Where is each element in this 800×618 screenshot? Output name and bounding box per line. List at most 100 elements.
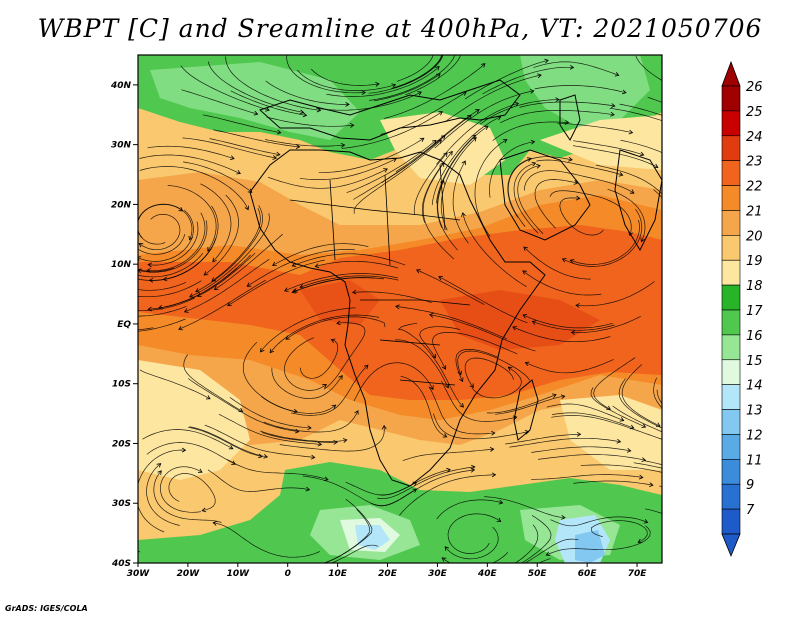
streamline-arrow (569, 259, 575, 264)
lat-tick-label: 40S (111, 559, 131, 569)
streamline-arrow (264, 567, 268, 571)
streamline (531, 474, 643, 480)
streamline-arrow (419, 137, 425, 142)
streamline (139, 166, 249, 210)
streamline-arrow (483, 125, 489, 130)
streamline-arrow (212, 521, 218, 526)
streamline (138, 305, 187, 317)
streamline-arrow (269, 348, 275, 354)
streamline-arrow (527, 157, 532, 162)
streamline (572, 145, 659, 168)
streamline (369, 55, 456, 101)
streamline (146, 442, 236, 465)
streamline-arrow (480, 63, 486, 68)
streamline (138, 204, 183, 245)
streamline (302, 475, 417, 506)
streamline (505, 433, 581, 445)
streamline (207, 469, 310, 492)
streamline (570, 220, 640, 265)
streamline (265, 80, 349, 105)
border-2 (329, 164, 471, 386)
streamline (531, 446, 631, 453)
lat-tick-label: EQ (117, 320, 131, 330)
streamline (373, 73, 441, 102)
streamline (590, 387, 646, 428)
streamline (259, 430, 347, 442)
streamline (263, 410, 359, 433)
streamline (524, 538, 579, 563)
streamline (368, 55, 444, 94)
streamline (422, 162, 455, 260)
streamline (284, 273, 398, 292)
streamline (546, 525, 651, 556)
streamline-arrow (491, 472, 497, 478)
streamline (436, 102, 519, 165)
streamline (323, 498, 373, 563)
streamline (607, 188, 646, 242)
streamline-arrow (471, 134, 477, 140)
streamline-arrow (694, 131, 698, 135)
colorbar-swatch (721, 110, 741, 137)
streamline (266, 116, 354, 127)
streamline (261, 432, 338, 443)
streamline (429, 314, 536, 352)
streamline (661, 62, 662, 64)
streamline-arrow (314, 263, 320, 268)
streamline-arrow (429, 385, 434, 391)
lon-tick-label: 70E (628, 569, 648, 579)
streamline (402, 448, 494, 461)
streamline-arrow (147, 262, 152, 268)
colorbar-under-triangle (721, 533, 741, 558)
streamline-arrow (522, 270, 527, 275)
streamline (593, 357, 636, 410)
streamline-arrow (213, 285, 219, 291)
colorbar-swatch (721, 434, 741, 460)
streamline-arrow (203, 271, 209, 276)
streamline-arrow (101, 253, 105, 257)
streamline-arrow (435, 65, 440, 71)
streamline (464, 357, 515, 388)
streamline (421, 151, 453, 223)
streamline (284, 337, 327, 391)
streamline-arrow (201, 507, 207, 513)
streamline-arrow (536, 163, 541, 169)
colorbar-label: 20 (746, 229, 763, 244)
streamline (573, 140, 644, 156)
streamline (444, 526, 499, 560)
streamline (492, 121, 569, 141)
streamline-arrow (560, 394, 566, 400)
streamline-arrow (561, 514, 566, 520)
streamline (619, 103, 662, 116)
streamline-arrow (716, 99, 720, 103)
streamline (462, 212, 527, 288)
streamline (267, 168, 388, 189)
streamline-arrow (530, 139, 536, 145)
streamline-arrow (138, 268, 142, 274)
streamline-arrow (293, 408, 299, 414)
streamline (653, 377, 662, 409)
streamline (202, 114, 281, 134)
streamline-arrow (395, 304, 400, 310)
streamline-arrow (412, 481, 418, 487)
streamline (647, 96, 662, 103)
colorbar-label: 21 (746, 204, 763, 219)
streamline-arrow (507, 366, 513, 371)
streamline-arrow (331, 404, 337, 409)
streamline (204, 424, 315, 458)
streamline-arrow (628, 231, 633, 237)
streamline (517, 165, 544, 234)
lon-tick-label: 30W (127, 569, 151, 579)
colorbar-swatch (721, 309, 741, 336)
streamline-arrow (247, 188, 253, 193)
streamline-arrow (568, 156, 573, 162)
colorbar-label: 22 (746, 180, 763, 195)
streamline-arrow (616, 438, 622, 444)
streamline (299, 158, 397, 180)
streamline (440, 137, 477, 231)
colorbar-label: 9 (746, 478, 754, 493)
streamline (533, 61, 619, 76)
streamline-arrow (496, 517, 502, 522)
colorbar-label: 11 (746, 453, 763, 468)
lon-tick-label: 40E (477, 569, 498, 579)
